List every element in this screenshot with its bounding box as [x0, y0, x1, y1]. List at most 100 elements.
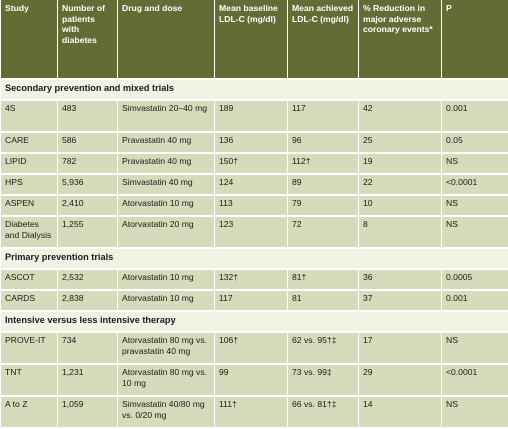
- cell-reduction: 37: [359, 291, 441, 310]
- table-row: A to Z 1,059 Simvastatin 40/80 mg vs. 0/20…: [1, 397, 508, 427]
- cell-patients: 2,410: [58, 196, 117, 215]
- cell-patients: 1,059: [58, 397, 117, 427]
- cell-study: PROVE-IT: [1, 333, 57, 363]
- cell-p-value: NS: [442, 397, 508, 427]
- header-p: P: [442, 0, 508, 78]
- cell-baseline-ldl: 123: [215, 217, 287, 247]
- table-row: TNT 1,231 Atorvastatin 80 mg vs. 10 mg 99 73…: [1, 365, 508, 395]
- cell-baseline-ldl: 106†: [215, 333, 287, 363]
- cell-study: Diabetes and Dialysis: [1, 217, 57, 247]
- cell-achieved-ldl: 73 vs. 99‡: [288, 365, 358, 395]
- table-row: LIPID 782 Pravastatin 40 mg 150† 112† 19 NS: [1, 154, 508, 173]
- cell-drug: Atorvastatin 20 mg: [118, 217, 214, 247]
- cell-p-value: 0.05: [442, 133, 508, 152]
- table-row: ASPEN 2,410 Atorvastatin 10 mg 113 79 10 NS: [1, 196, 508, 215]
- cell-baseline-ldl: 150†: [215, 154, 287, 173]
- cell-achieved-ldl: 112†: [288, 154, 358, 173]
- cell-p-value: 0.001: [442, 101, 508, 131]
- cell-baseline-ldl: 117: [215, 291, 287, 310]
- cell-drug: Atorvastatin 80 mg vs. pravastatin 40 mg: [118, 333, 214, 363]
- cell-study: TNT: [1, 365, 57, 395]
- table-row: CARE 586 Pravastatin 40 mg 136 96 25 0.05: [1, 133, 508, 152]
- cell-p-value: <0.0001: [442, 365, 508, 395]
- table-body: Secondary prevention and mixed trials 4S 4…: [1, 80, 508, 427]
- cell-reduction: 29: [359, 365, 441, 395]
- cell-p-value: <0.0001: [442, 175, 508, 194]
- table-row: CARDS 2,838 Atorvastatin 10 mg 117 81 37 0.001: [1, 291, 508, 310]
- section-header: Primary prevention trials: [1, 249, 508, 268]
- header-reduction: % Reduction in major adverse coronary ev…: [359, 0, 441, 78]
- header-study: Study: [1, 0, 57, 78]
- cell-study: CARDS: [1, 291, 57, 310]
- cell-study: LIPID: [1, 154, 57, 173]
- cell-baseline-ldl: 113: [215, 196, 287, 215]
- section-header: Intensive versus less intensive therapy: [1, 312, 508, 331]
- cell-reduction: 10: [359, 196, 441, 215]
- cell-reduction: 22: [359, 175, 441, 194]
- cell-drug: Simvastatin 40/80 mg vs. 0/20 mg: [118, 397, 214, 427]
- cell-baseline-ldl: 132†: [215, 270, 287, 289]
- cell-reduction: 19: [359, 154, 441, 173]
- cell-baseline-ldl: 124: [215, 175, 287, 194]
- section-title: Secondary prevention and mixed trials: [1, 80, 508, 99]
- cell-patients: 2,838: [58, 291, 117, 310]
- cell-baseline-ldl: 189: [215, 101, 287, 131]
- cell-patients: 1,255: [58, 217, 117, 247]
- cell-drug: Simvastatin 20–40 mg: [118, 101, 214, 131]
- cell-drug: Simvastatin 40 mg: [118, 175, 214, 194]
- cell-drug: Atorvastatin 80 mg vs. 10 mg: [118, 365, 214, 395]
- cell-study: A to Z: [1, 397, 57, 427]
- cell-patients: 2,532: [58, 270, 117, 289]
- section-header: Secondary prevention and mixed trials: [1, 80, 508, 99]
- cell-achieved-ldl: 81: [288, 291, 358, 310]
- cell-reduction: 14: [359, 397, 441, 427]
- cell-patients: 5,936: [58, 175, 117, 194]
- header-achieved-ldl: Mean achieved LDL-C (mg/dl): [288, 0, 358, 78]
- cell-achieved-ldl: 81†: [288, 270, 358, 289]
- cell-achieved-ldl: 72: [288, 217, 358, 247]
- cell-drug: Pravastatin 40 mg: [118, 154, 214, 173]
- cell-reduction: 8: [359, 217, 441, 247]
- cell-achieved-ldl: 96: [288, 133, 358, 152]
- cell-study: ASPEN: [1, 196, 57, 215]
- cell-study: 4S: [1, 101, 57, 131]
- cell-baseline-ldl: 99: [215, 365, 287, 395]
- cell-p-value: NS: [442, 154, 508, 173]
- table-row: PROVE-IT 734 Atorvastatin 80 mg vs. pravas…: [1, 333, 508, 363]
- cell-reduction: 36: [359, 270, 441, 289]
- header-row: Study Number of patients with diabetes D…: [1, 0, 508, 78]
- cell-study: ASCOT: [1, 270, 57, 289]
- cell-patients: 1,231: [58, 365, 117, 395]
- cell-patients: 734: [58, 333, 117, 363]
- cell-achieved-ldl: 66 vs. 81†‡: [288, 397, 358, 427]
- table-row: Diabetes and Dialysis 1,255 Atorvastatin 2…: [1, 217, 508, 247]
- section-title: Intensive versus less intensive therapy: [1, 312, 508, 331]
- table-row: HPS 5,936 Simvastatin 40 mg 124 89 22 <0.0001: [1, 175, 508, 194]
- cell-study: HPS: [1, 175, 57, 194]
- cell-patients: 483: [58, 101, 117, 131]
- cell-drug: Atorvastatin 10 mg: [118, 270, 214, 289]
- cell-patients: 782: [58, 154, 117, 173]
- cell-baseline-ldl: 111†: [215, 397, 287, 427]
- cell-baseline-ldl: 136: [215, 133, 287, 152]
- cell-achieved-ldl: 79: [288, 196, 358, 215]
- cell-p-value: NS: [442, 196, 508, 215]
- cell-patients: 586: [58, 133, 117, 152]
- cell-p-value: NS: [442, 333, 508, 363]
- section-title: Primary prevention trials: [1, 249, 508, 268]
- cell-p-value: NS: [442, 217, 508, 247]
- cell-achieved-ldl: 89: [288, 175, 358, 194]
- header-baseline-ldl: Mean baseline LDL-C (mg/dl): [215, 0, 287, 78]
- header-patients: Number of patients with diabetes: [58, 0, 117, 78]
- cell-reduction: 25: [359, 133, 441, 152]
- cell-p-value: 0.0005: [442, 270, 508, 289]
- cell-drug: Atorvastatin 10 mg: [118, 291, 214, 310]
- table-row: 4S 483 Simvastatin 20–40 mg 189 117 42 0.001: [1, 101, 508, 131]
- cell-study: CARE: [1, 133, 57, 152]
- table-row: ASCOT 2,532 Atorvastatin 10 mg 132† 81† 36 0.0…: [1, 270, 508, 289]
- cell-achieved-ldl: 117: [288, 101, 358, 131]
- cell-reduction: 17: [359, 333, 441, 363]
- cell-drug: Pravastatin 40 mg: [118, 133, 214, 152]
- cell-p-value: 0.001: [442, 291, 508, 310]
